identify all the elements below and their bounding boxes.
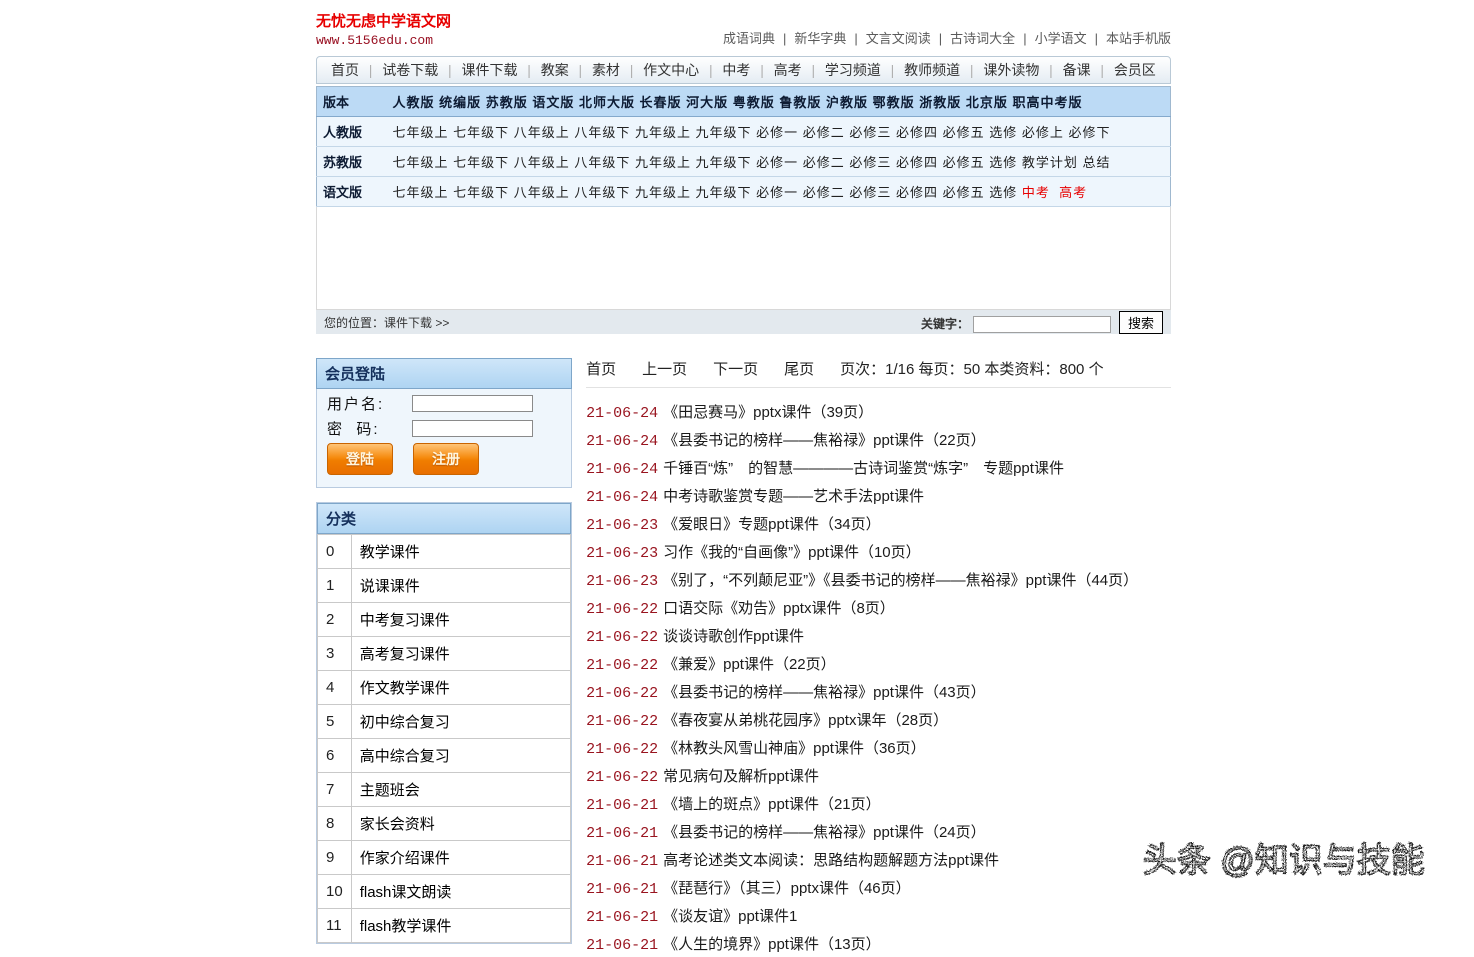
svg-text:头条 @知识与技能: 头条 @知识与技能 bbox=[1142, 841, 1424, 879]
